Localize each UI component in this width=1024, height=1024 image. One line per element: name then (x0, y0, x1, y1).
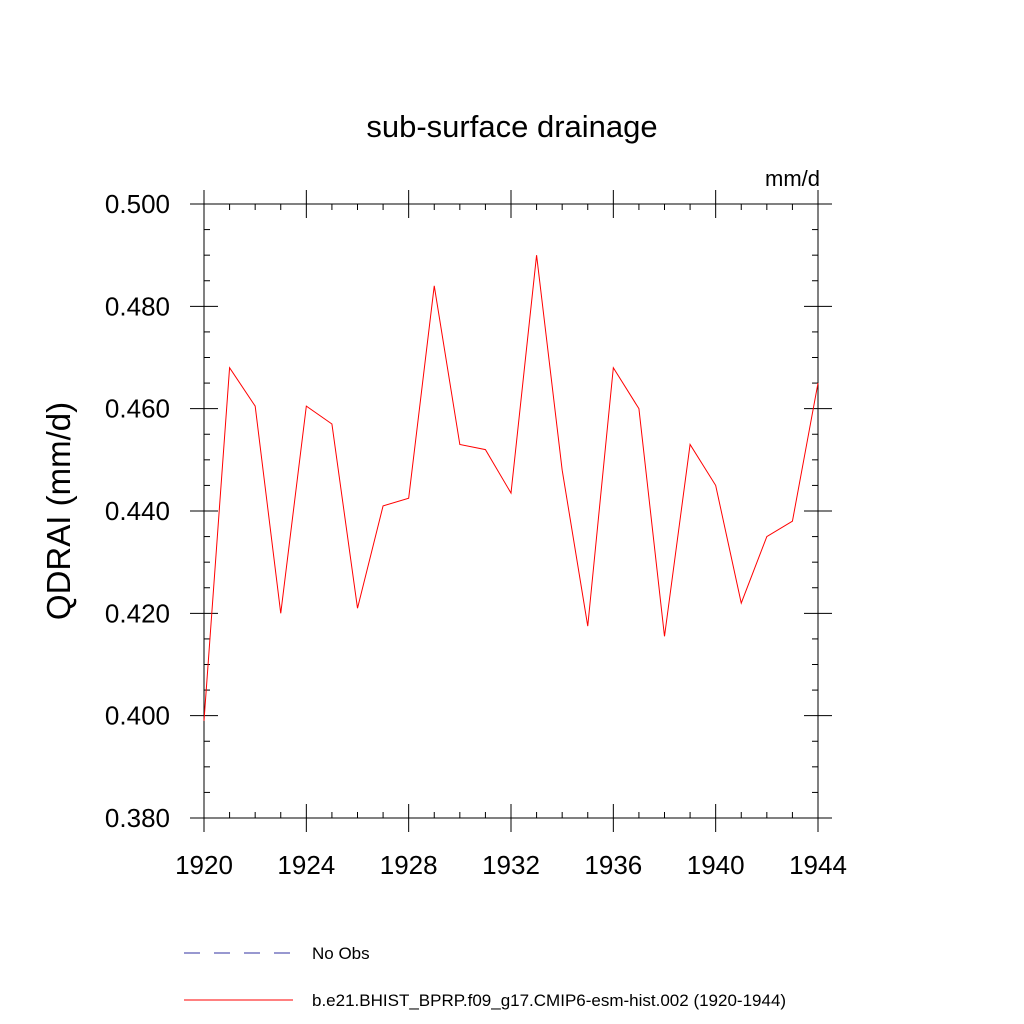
x-tick-label: 1932 (482, 850, 540, 880)
legend-label-model: b.e21.BHIST_BPRP.f09_g17.CMIP6-esm-hist.… (312, 991, 786, 1010)
x-tick-label: 1936 (584, 850, 642, 880)
plot-frame (203, 203, 819, 819)
y-tick-label: 0.480 (105, 291, 170, 321)
y-tick-label: 0.380 (105, 803, 170, 833)
y-tick-labels: 0.380 0.400 0.420 0.440 0.460 0.480 0.500 (105, 189, 170, 833)
y-tick-label: 0.460 (105, 394, 170, 424)
chart-title: sub-surface drainage (366, 109, 657, 144)
minor-ticks (204, 204, 818, 818)
units-label: mm/d (765, 166, 820, 191)
legend-label-no-obs: No Obs (312, 944, 370, 963)
series-line (203, 255, 819, 721)
x-tick-label: 1928 (380, 850, 438, 880)
y-tick-label: 0.400 (105, 701, 170, 731)
legend: No Obs b.e21.BHIST_BPRP.f09_g17.CMIP6-es… (184, 944, 786, 1010)
x-tick-label: 1920 (175, 850, 233, 880)
y-axis-label: QDRAI (mm/d) (40, 402, 77, 620)
y-tick-label: 0.500 (105, 189, 170, 219)
x-tick-label: 1944 (789, 850, 847, 880)
x-tick-labels: 1920 1924 1928 1932 1936 1940 1944 (175, 850, 847, 880)
y-tick-label: 0.440 (105, 496, 170, 526)
y-tick-label: 0.420 (105, 598, 170, 628)
series-group (203, 255, 819, 721)
x-tick-label: 1924 (277, 850, 335, 880)
x-tick-label: 1940 (687, 850, 745, 880)
major-ticks (190, 190, 832, 832)
